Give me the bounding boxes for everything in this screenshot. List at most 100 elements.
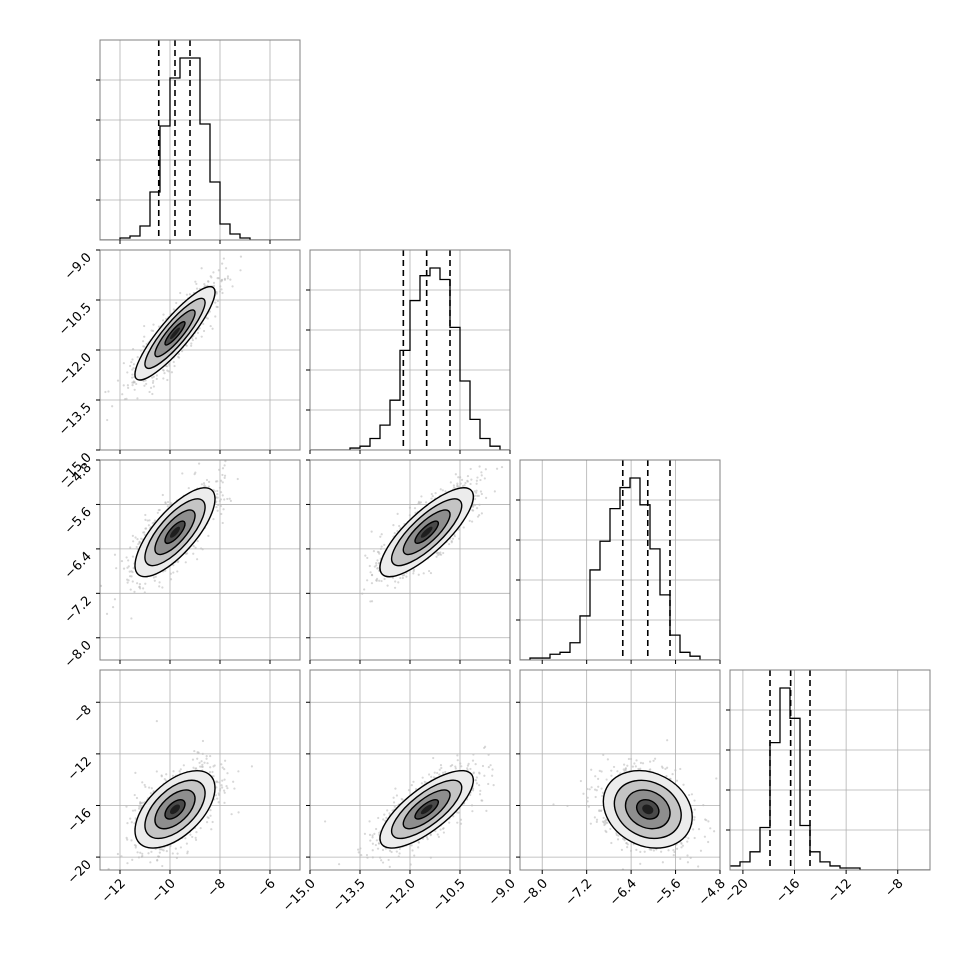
scatter-point	[195, 831, 198, 834]
scatter-point	[130, 821, 133, 824]
scatter-point	[158, 581, 161, 584]
scatter-point	[214, 480, 218, 483]
scatter-point	[105, 612, 109, 615]
scatter-point	[116, 379, 120, 382]
scatter-point	[150, 850, 153, 853]
scatter-point	[129, 817, 132, 820]
scatter-point	[152, 385, 156, 388]
scatter-point	[134, 771, 137, 774]
scatter-point	[194, 337, 198, 340]
scatter-point	[375, 827, 378, 831]
scatter-point	[484, 468, 487, 471]
scatter-point	[221, 473, 224, 477]
density-panel-3-0	[107, 720, 254, 870]
histogram-step	[520, 477, 720, 660]
scatter-point	[177, 352, 180, 356]
scatter-point	[200, 335, 203, 338]
scatter-point	[206, 317, 209, 320]
scatter-point	[399, 576, 402, 580]
scatter-point	[228, 497, 231, 500]
scatter-point	[179, 291, 182, 295]
scatter-point	[173, 364, 176, 368]
scatter-point	[151, 376, 154, 379]
scatter-point	[196, 757, 199, 760]
scatter-point	[126, 384, 129, 387]
scatter-point	[493, 490, 496, 493]
scatter-point	[218, 781, 221, 784]
scatter-point	[370, 530, 373, 533]
scatter-point	[136, 397, 139, 400]
scatter-point	[144, 379, 147, 382]
scatter-point	[143, 324, 146, 328]
scatter-point	[225, 785, 228, 788]
scatter-point	[152, 576, 155, 579]
scatter-point	[429, 571, 433, 575]
scatter-point	[463, 484, 466, 487]
scatter-point	[216, 489, 219, 493]
scatter-point	[150, 329, 153, 332]
scatter-point	[174, 847, 177, 850]
scatter-point	[140, 537, 143, 540]
scatter-point	[148, 519, 151, 522]
scatter-point	[444, 490, 447, 493]
scatter-point	[390, 850, 393, 854]
scatter-point	[380, 579, 383, 583]
scatter-point	[371, 836, 374, 839]
scatter-point	[226, 772, 229, 775]
scatter-point	[131, 347, 135, 351]
scatter-point	[135, 382, 138, 386]
scatter-point	[448, 543, 451, 546]
scatter-point	[113, 553, 117, 556]
scatter-point	[184, 837, 187, 840]
scatter-point	[392, 524, 395, 527]
scatter-point	[437, 835, 440, 838]
scatter-point	[462, 526, 465, 529]
scatter-point	[466, 474, 470, 478]
scatter-point	[177, 356, 181, 359]
scatter-point	[205, 757, 208, 760]
scatter-point	[218, 290, 222, 293]
scatter-point	[192, 552, 195, 555]
scatter-point	[167, 370, 170, 373]
scatter-point	[237, 811, 240, 814]
scatter-point	[138, 585, 141, 588]
scatter-point	[217, 269, 220, 272]
scatter-point	[216, 496, 219, 499]
scatter-point	[207, 816, 210, 820]
scatter-point	[222, 508, 225, 511]
scatter-point	[125, 805, 128, 808]
scatter-point	[431, 495, 434, 498]
scatter-point	[152, 379, 155, 383]
scatter-point	[125, 836, 128, 839]
scatter-point	[203, 282, 206, 286]
scatter-point	[163, 372, 166, 375]
scatter-point	[472, 772, 475, 775]
density-peak	[420, 526, 433, 538]
scatter-point	[224, 460, 227, 463]
scatter-point	[142, 587, 145, 590]
scatter-point	[476, 515, 480, 518]
scatter-point	[383, 543, 386, 546]
scatter-point	[207, 280, 210, 283]
scatter-point	[141, 854, 144, 858]
scatter-point	[471, 520, 474, 523]
scatter-point	[232, 780, 235, 783]
scatter-point	[221, 481, 224, 484]
scatter-point	[250, 455, 252, 457]
scatter-point	[218, 486, 222, 489]
scatter-point	[380, 533, 383, 536]
scatter-point	[129, 588, 132, 591]
scatter-point	[161, 319, 165, 322]
scatter-point	[442, 831, 445, 834]
scatter-point	[144, 513, 147, 517]
scatter-point	[485, 496, 488, 499]
density-peak	[170, 526, 181, 538]
scatter-point	[126, 838, 129, 841]
grid-3-3	[730, 670, 930, 870]
scatter-point	[401, 574, 404, 577]
scatter-point	[213, 764, 216, 767]
scatter-point	[492, 784, 495, 787]
scatter-point	[473, 503, 477, 507]
scatter-point	[157, 855, 160, 858]
scatter-point	[209, 754, 212, 758]
